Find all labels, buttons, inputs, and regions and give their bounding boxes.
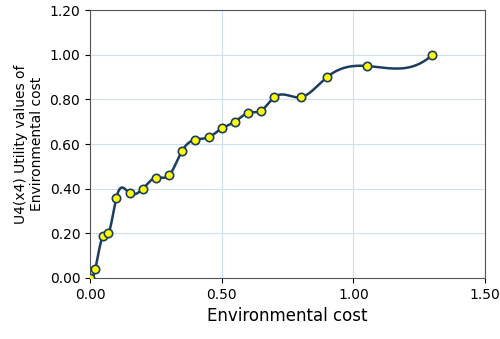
Point (86, 275, 94, 281)
X-axis label: Environmental cost: Environmental cost (208, 307, 368, 325)
Point (104, 231, 112, 236)
Point (323, 75, 331, 80)
Point (270, 95, 278, 100)
Point (126, 191, 134, 196)
Point (192, 137, 200, 142)
Point (296, 95, 304, 100)
Point (231, 119, 239, 124)
Point (92, 266, 100, 272)
Point (257, 108, 265, 113)
Y-axis label: U4(x4) Utility values of
Environmental cost: U4(x4) Utility values of Environmental c… (14, 64, 44, 224)
Point (204, 135, 212, 140)
Point (165, 173, 173, 178)
Point (178, 148, 186, 154)
Point (428, 52, 436, 58)
Point (244, 110, 252, 116)
Point (138, 186, 146, 192)
Point (152, 175, 160, 180)
Point (99, 233, 107, 238)
Point (112, 195, 120, 200)
Point (218, 126, 226, 131)
Point (362, 63, 370, 69)
